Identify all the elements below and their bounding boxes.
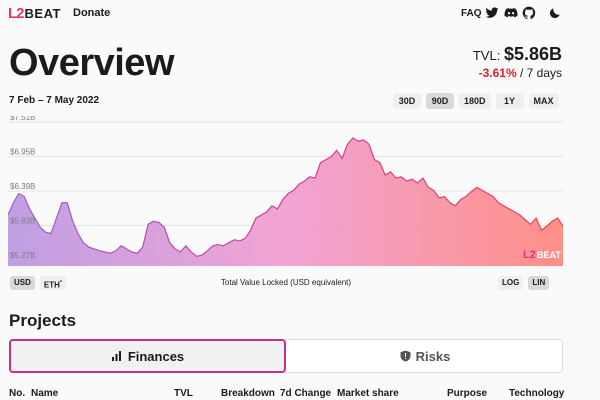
col-tvl[interactable]: TVL <box>174 388 193 399</box>
tvl-change: -3.61% / 7 days <box>479 66 562 80</box>
y-tick-label: $5.27B <box>10 251 35 260</box>
col-technology[interactable]: Technology <box>509 388 565 399</box>
currency-usd-button[interactable]: USD <box>10 276 35 290</box>
date-range: 7 Feb – 7 May 2022 <box>9 95 100 106</box>
twitter-icon[interactable] <box>485 6 499 20</box>
chart-caption: Total Value Locked (USD equivalent) <box>220 278 352 287</box>
logo-text: BEAT <box>24 5 61 21</box>
range-max-button[interactable]: MAX <box>528 93 559 109</box>
tvl-change-period: / 7 days <box>519 66 562 80</box>
bar-chart-icon <box>111 351 121 361</box>
discord-icon[interactable] <box>504 6 518 20</box>
page-title: Overview <box>9 42 175 84</box>
top-bar: L2 BEAT Donate FAQ <box>0 0 600 28</box>
tvl-summary: TVL: $5.86B <box>473 44 562 65</box>
tvl-line <box>8 137 563 257</box>
y-tick-label: $7.51B <box>10 116 35 122</box>
col-market-share[interactable]: Market share <box>337 388 399 399</box>
scale-log-button[interactable]: LOG <box>498 276 524 290</box>
tab-finances[interactable]: Finances <box>9 339 286 373</box>
watermark-text: BEAT <box>537 250 561 260</box>
currency-eth-button[interactable]: ETH* <box>39 276 66 290</box>
tvl-change-value: -3.61% <box>478 66 517 80</box>
watermark-mark: L2 <box>523 249 536 261</box>
tvl-area <box>8 138 563 266</box>
projects-tabs: Finances Risks <box>9 339 563 373</box>
range-selector: 30D 90D 180D 1Y MAX <box>393 93 559 109</box>
tab-risks-label: Risks <box>415 348 451 364</box>
col-no[interactable]: No. <box>9 388 26 399</box>
y-tick-label: $6.95B <box>10 148 35 157</box>
shield-icon <box>400 350 411 362</box>
projects-table-header: No. Name TVL Breakdown 7d Change Market … <box>9 388 600 400</box>
eth-label: ETH <box>43 280 60 290</box>
tvl-label: TVL: <box>472 48 501 63</box>
github-icon[interactable] <box>522 6 536 20</box>
scale-selector: LOG LIN <box>498 276 550 290</box>
tvl-value: $5.86B <box>503 44 562 64</box>
dark-mode-icon[interactable] <box>548 6 562 20</box>
eth-footnote-mark: * <box>59 280 62 286</box>
tab-risks[interactable]: Risks <box>287 340 563 372</box>
donate-link[interactable]: Donate <box>73 7 111 19</box>
faq-link[interactable]: FAQ <box>461 8 482 19</box>
l2beat-logo[interactable]: L2 BEAT <box>8 2 61 24</box>
col-name[interactable]: Name <box>31 388 59 399</box>
range-30d-button[interactable]: 30D <box>393 93 421 109</box>
currency-selector: USD ETH* <box>10 276 66 290</box>
range-180d-button[interactable]: 180D <box>459 93 491 109</box>
range-1y-button[interactable]: 1Y <box>495 93 524 109</box>
col-7d-change[interactable]: 7d Change <box>280 388 332 399</box>
tab-finances-label: Finances <box>127 348 185 364</box>
col-purpose[interactable]: Purpose <box>447 388 488 399</box>
chart-watermark: L2 BEAT <box>523 249 561 261</box>
scale-lin-button[interactable]: LIN <box>528 276 550 290</box>
range-90d-button[interactable]: 90D <box>426 93 454 109</box>
col-breakdown[interactable]: Breakdown <box>221 388 275 399</box>
y-tick-label: $5.83B <box>10 217 35 226</box>
y-tick-label: $6.39B <box>10 182 35 191</box>
tvl-chart[interactable]: $7.51B $6.95B $6.39B $5.83B $5.27B L2 BEAT <box>8 116 563 268</box>
logo-mark: L2 <box>8 4 24 22</box>
projects-heading: Projects <box>9 311 77 330</box>
